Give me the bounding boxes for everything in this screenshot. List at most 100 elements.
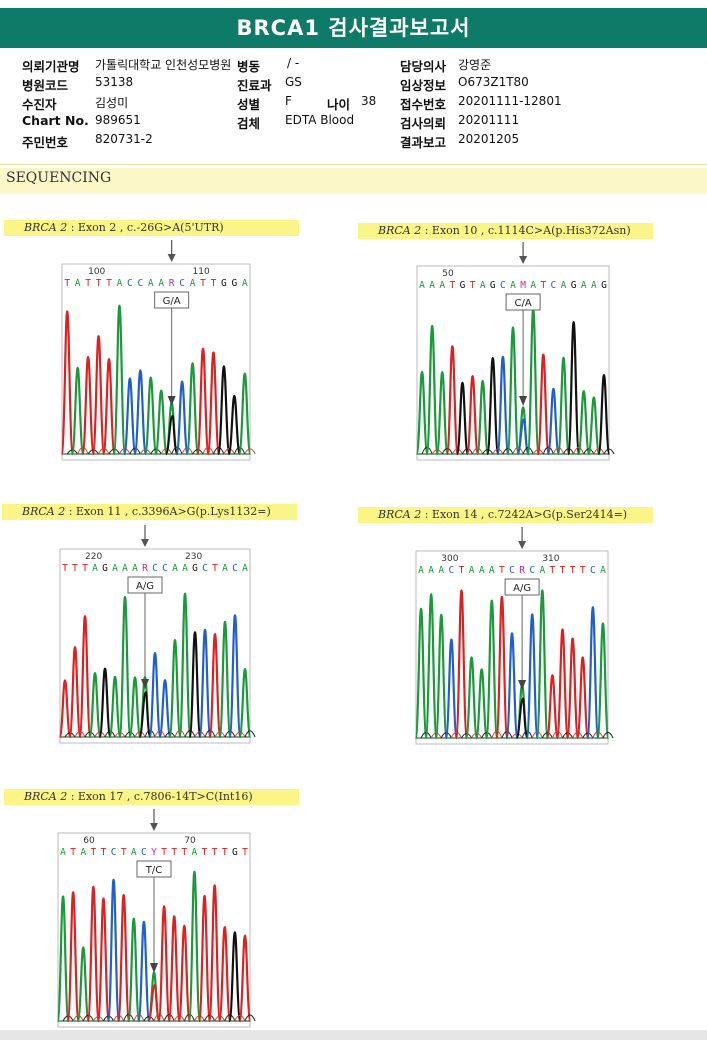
base-call: A bbox=[439, 280, 445, 291]
sequencing-heading: SEQUENCING bbox=[0, 168, 707, 194]
base-call: A bbox=[190, 278, 196, 289]
info-label: 검사의뢰 bbox=[400, 116, 447, 131]
base-call: G bbox=[192, 563, 198, 574]
pointer-arrow bbox=[519, 256, 528, 264]
base-call: A bbox=[222, 563, 228, 574]
trace-noise bbox=[94, 731, 106, 738]
trace-peak bbox=[566, 321, 581, 456]
trace-noise bbox=[143, 1015, 155, 1022]
base-call: C bbox=[111, 847, 117, 858]
base-call: G bbox=[571, 280, 577, 291]
base-call: C bbox=[179, 278, 185, 289]
base-call: G bbox=[490, 280, 496, 291]
position-number: 50 bbox=[442, 269, 454, 279]
base-call: A bbox=[581, 280, 587, 291]
trace-peak bbox=[98, 667, 112, 739]
trace-peak bbox=[525, 613, 539, 740]
position-number: 110 bbox=[193, 267, 210, 277]
info-label: 병동 bbox=[237, 59, 261, 74]
trace-peak bbox=[217, 365, 231, 456]
chromatogram-3: 220 230 T T T A G A A A R C C A A G C T A C A A/G bbox=[58, 525, 256, 744]
trace-peak bbox=[60, 310, 75, 456]
base-call: T bbox=[64, 278, 70, 289]
trace-peak bbox=[237, 372, 252, 456]
base-call: T bbox=[540, 280, 546, 291]
base-call: A bbox=[530, 280, 536, 291]
trace-peak bbox=[415, 370, 429, 456]
base-call: T bbox=[459, 565, 465, 576]
base-call: C bbox=[500, 280, 506, 291]
trace-peak bbox=[454, 589, 469, 740]
trace-peak bbox=[506, 326, 520, 456]
base-call: T bbox=[200, 278, 206, 289]
trace-peak bbox=[66, 891, 80, 1023]
info-value: 김성미 bbox=[95, 96, 129, 110]
base-call: C bbox=[127, 278, 133, 289]
trace-noise bbox=[123, 1013, 135, 1022]
trace-peak bbox=[118, 596, 132, 739]
trace-noise bbox=[233, 446, 246, 455]
trace-peak bbox=[58, 679, 72, 739]
base-call: T bbox=[242, 847, 248, 858]
trace-peak bbox=[91, 335, 106, 456]
genotype-call: A/G bbox=[136, 581, 154, 592]
base-call: A bbox=[242, 563, 248, 574]
pointer-arrow bbox=[518, 541, 527, 549]
info-value: GS bbox=[285, 75, 302, 89]
trace-peak bbox=[577, 390, 591, 456]
report-title: BRCA1 검사결과보고서 bbox=[0, 8, 707, 48]
trace-peak bbox=[143, 376, 158, 456]
trace-noise bbox=[84, 731, 96, 738]
trace-noise bbox=[542, 446, 554, 455]
info-value: 강영준 bbox=[458, 58, 492, 72]
trace-peak bbox=[545, 674, 560, 740]
info-label: 담당의사 bbox=[400, 59, 447, 74]
call-pointer-arrow bbox=[518, 680, 527, 690]
base-call: A bbox=[428, 565, 434, 576]
base-call: C bbox=[449, 565, 455, 576]
info-label: 의뢰기관명 bbox=[22, 59, 80, 74]
trace-noise bbox=[583, 448, 595, 455]
trace-peak bbox=[465, 374, 480, 456]
call-pointer-arrow bbox=[519, 396, 528, 406]
base-call: T bbox=[499, 565, 505, 576]
trace-noise bbox=[72, 1015, 84, 1022]
trace-peak bbox=[78, 615, 92, 739]
base-call: A bbox=[112, 563, 118, 574]
base-call: A bbox=[172, 563, 178, 574]
trace-peak bbox=[495, 595, 509, 740]
genotype-call: C/A bbox=[515, 298, 532, 309]
base-call: T bbox=[82, 563, 88, 574]
position-number: 100 bbox=[88, 267, 105, 277]
trace-peak bbox=[188, 631, 202, 739]
trace-noise bbox=[144, 729, 156, 738]
base-call: A bbox=[429, 280, 435, 291]
page-footer-bar bbox=[0, 1030, 707, 1040]
trace-peak-secondary bbox=[515, 697, 529, 739]
base-call: A bbox=[192, 847, 198, 858]
trace-peak bbox=[228, 931, 242, 1023]
base-call: A bbox=[438, 565, 444, 576]
position-number: 70 bbox=[184, 836, 196, 846]
trace-peak bbox=[208, 633, 222, 739]
info-label: 접수번호 bbox=[400, 97, 447, 112]
trace-noise bbox=[171, 446, 183, 455]
base-call: T bbox=[171, 847, 177, 858]
info-label: 결과보고 bbox=[400, 135, 447, 150]
base-call: A bbox=[92, 563, 98, 574]
trace-peak bbox=[198, 628, 212, 739]
trace-peak-secondary bbox=[147, 983, 161, 1022]
base-call: A bbox=[242, 278, 248, 289]
base-call: A bbox=[539, 565, 545, 576]
base-call: G bbox=[221, 278, 227, 289]
trace-peak bbox=[207, 884, 222, 1023]
base-call: G bbox=[231, 278, 237, 289]
trace-peak bbox=[167, 915, 181, 1023]
trace-peak bbox=[117, 893, 131, 1023]
chromatogram-2: 50 A A A T G T A G C A M A T C A G A A G C/A bbox=[415, 242, 615, 461]
trace-peak bbox=[586, 606, 600, 740]
base-call: T bbox=[580, 565, 586, 576]
base-call: T bbox=[85, 278, 91, 289]
trace-noise bbox=[223, 448, 235, 455]
info-label: Chart No. bbox=[22, 113, 89, 128]
